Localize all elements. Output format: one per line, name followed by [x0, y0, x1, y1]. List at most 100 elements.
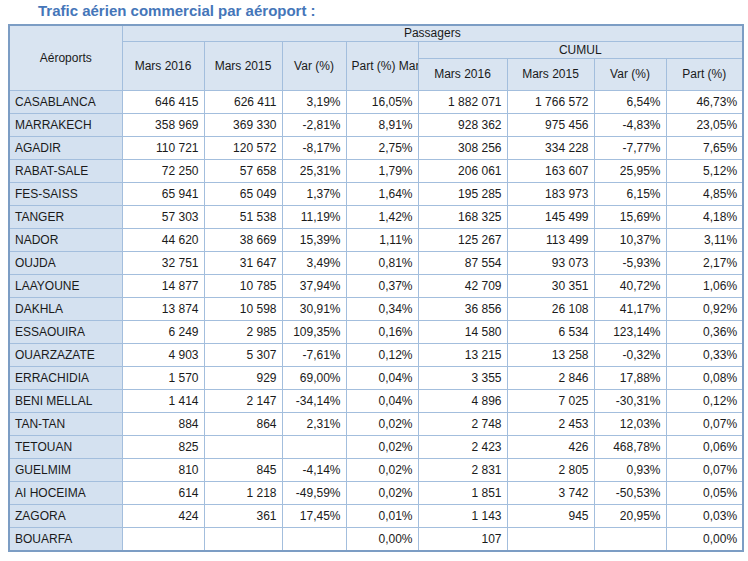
airport-name-cell: MARRAKECH [9, 114, 122, 137]
cumul-part-cell: 0,07% [666, 459, 743, 482]
part-mars-2016-cell: 1,42% [346, 206, 418, 229]
cumul-mars-2016-cell: 168 325 [418, 206, 507, 229]
mars-2016-cell: 424 [122, 505, 204, 528]
cumul-part-cell: 3,11% [666, 229, 743, 252]
mars-2016-cell: 6 249 [122, 321, 204, 344]
cumul-part-cell: 0,07% [666, 413, 743, 436]
mars-2016-cell: 65 941 [122, 183, 204, 206]
var-cell: -4,14% [282, 459, 346, 482]
airport-name-cell: OUJDA [9, 252, 122, 275]
cumul-mars-2015-cell: 334 228 [507, 137, 594, 160]
cumul-var-cell [594, 528, 666, 551]
cumul-mars-2015-cell: 2 453 [507, 413, 594, 436]
var-cell [282, 528, 346, 551]
mars-2016-cell: 810 [122, 459, 204, 482]
column-header-cumul-var: Var (%) [594, 59, 666, 91]
cumul-mars-2015-cell: 113 499 [507, 229, 594, 252]
cumul-var-cell: 10,37% [594, 229, 666, 252]
mars-2015-cell: 31 647 [204, 252, 282, 275]
cumul-mars-2016-cell: 2 748 [418, 413, 507, 436]
mars-2015-cell: 38 669 [204, 229, 282, 252]
var-cell: 15,39% [282, 229, 346, 252]
cumul-var-cell: -50,53% [594, 482, 666, 505]
part-mars-2016-cell: 1,79% [346, 160, 418, 183]
cumul-mars-2015-cell: 2 846 [507, 367, 594, 390]
part-mars-2016-cell: 0,02% [346, 459, 418, 482]
airport-name-cell: TETOUAN [9, 436, 122, 459]
mars-2016-cell: 1 414 [122, 390, 204, 413]
column-header-mars-2016: Mars 2016 [122, 42, 204, 91]
var-cell: 11,19% [282, 206, 346, 229]
table-row: ZAGORA 424 361 17,45% 0,01% 1 143 945 20… [9, 505, 743, 528]
cumul-mars-2016-cell: 42 709 [418, 275, 507, 298]
part-mars-2016-cell: 0,16% [346, 321, 418, 344]
airport-name-cell: TAN-TAN [9, 413, 122, 436]
airport-name-cell: LAAYOUNE [9, 275, 122, 298]
var-cell: 17,45% [282, 505, 346, 528]
cumul-var-cell: -5,93% [594, 252, 666, 275]
part-mars-2016-cell: 0,04% [346, 390, 418, 413]
mars-2016-cell: 4 903 [122, 344, 204, 367]
cumul-mars-2015-cell: 2 805 [507, 459, 594, 482]
cumul-mars-2016-cell: 14 580 [418, 321, 507, 344]
var-cell: -34,14% [282, 390, 346, 413]
cumul-mars-2016-cell: 2 831 [418, 459, 507, 482]
var-cell: -7,61% [282, 344, 346, 367]
mars-2015-cell: 929 [204, 367, 282, 390]
cumul-var-cell: 40,72% [594, 275, 666, 298]
table-row: NADOR 44 620 38 669 15,39% 1,11% 125 267… [9, 229, 743, 252]
airport-name-cell: BOUARFA [9, 528, 122, 551]
column-header-var: Var (%) [282, 42, 346, 91]
mars-2015-cell: 65 049 [204, 183, 282, 206]
mars-2015-cell: 864 [204, 413, 282, 436]
cumul-mars-2016-cell: 13 215 [418, 344, 507, 367]
table-row: ERRACHIDIA 1 570 929 69,00% 0,04% 3 355 … [9, 367, 743, 390]
table-header: Aéroports Passagers Mars 2016 Mars 2015 … [9, 25, 743, 91]
cumul-mars-2015-cell: 183 973 [507, 183, 594, 206]
mars-2015-cell: 361 [204, 505, 282, 528]
cumul-part-cell: 0,05% [666, 482, 743, 505]
group-header-cumul: CUMUL [418, 42, 743, 59]
mars-2015-cell: 120 572 [204, 137, 282, 160]
table-row: ESSAOUIRA 6 249 2 985 109,35% 0,16% 14 5… [9, 321, 743, 344]
airport-name-cell: FES-SAISS [9, 183, 122, 206]
airport-name-cell: CASABLANCA [9, 91, 122, 114]
mars-2016-cell: 14 877 [122, 275, 204, 298]
cumul-part-cell: 0,92% [666, 298, 743, 321]
part-mars-2016-cell: 0,81% [346, 252, 418, 275]
mars-2015-cell: 51 538 [204, 206, 282, 229]
cumul-var-cell: 12,03% [594, 413, 666, 436]
part-mars-2016-cell: 2,75% [346, 137, 418, 160]
airport-name-cell: ESSAOUIRA [9, 321, 122, 344]
mars-2015-cell: 57 658 [204, 160, 282, 183]
cumul-var-cell: 17,88% [594, 367, 666, 390]
cumul-var-cell: 6,15% [594, 183, 666, 206]
cumul-part-cell: 2,17% [666, 252, 743, 275]
airport-name-cell: DAKHLA [9, 298, 122, 321]
table-row: DAKHLA 13 874 10 598 30,91% 0,34% 36 856… [9, 298, 743, 321]
airport-name-cell: GUELMIM [9, 459, 122, 482]
cumul-mars-2016-cell: 87 554 [418, 252, 507, 275]
part-mars-2016-cell: 0,02% [346, 413, 418, 436]
cumul-mars-2015-cell: 145 499 [507, 206, 594, 229]
airport-name-cell: ZAGORA [9, 505, 122, 528]
cumul-part-cell: 0,33% [666, 344, 743, 367]
var-cell [282, 436, 346, 459]
cumul-mars-2015-cell: 93 073 [507, 252, 594, 275]
table-row: RABAT-SALE 72 250 57 658 25,31% 1,79% 20… [9, 160, 743, 183]
cumul-part-cell: 4,18% [666, 206, 743, 229]
part-mars-2016-cell: 0,00% [346, 528, 418, 551]
cumul-var-cell: 123,14% [594, 321, 666, 344]
table-row: LAAYOUNE 14 877 10 785 37,94% 0,37% 42 7… [9, 275, 743, 298]
mars-2016-cell: 614 [122, 482, 204, 505]
cumul-part-cell: 46,73% [666, 91, 743, 114]
mars-2016-cell: 32 751 [122, 252, 204, 275]
part-mars-2016-cell: 0,37% [346, 275, 418, 298]
airport-name-cell: NADOR [9, 229, 122, 252]
mars-2015-cell: 369 330 [204, 114, 282, 137]
cumul-mars-2015-cell: 426 [507, 436, 594, 459]
var-cell: 3,49% [282, 252, 346, 275]
table-row: OUARZAZATE 4 903 5 307 -7,61% 0,12% 13 2… [9, 344, 743, 367]
table-row: TETOUAN 825 0,02% 2 423 426 468,78% 0,06… [9, 436, 743, 459]
cumul-mars-2015-cell: 3 742 [507, 482, 594, 505]
